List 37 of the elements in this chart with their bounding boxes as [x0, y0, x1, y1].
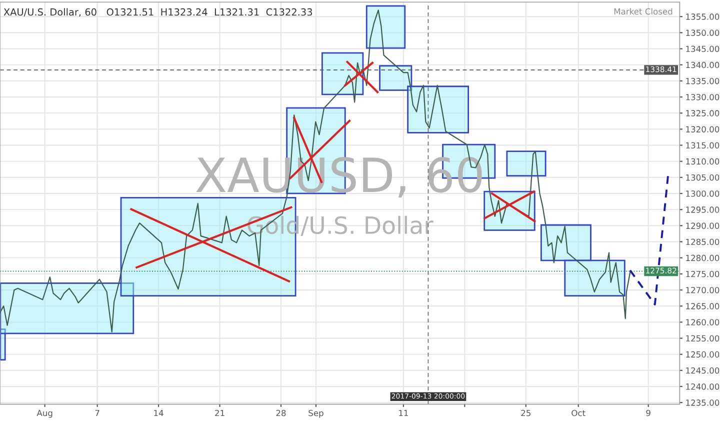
text: XAU/U.S. Dollar, 60 O1321.51 H1323.24 L1321.31 C1322.33 — [4, 8, 312, 17]
x-tick-label: 25 — [521, 410, 530, 416]
x-tick-label: Oct — [572, 410, 586, 416]
y-tick-label: 1325.00 — [686, 110, 720, 116]
x-tick-label: 14 — [154, 410, 164, 416]
x-tick-label: 28 — [276, 410, 286, 416]
x-tick-label: 21 — [215, 410, 224, 416]
y-tick-label: 1285.00 — [686, 238, 720, 246]
y-tick-label: 1315.00 — [686, 142, 720, 149]
y-tick-label: 1300.00 — [686, 190, 720, 197]
x-tick-label: Aug — [36, 410, 52, 418]
y-tick-label: 1275.00 — [686, 270, 720, 278]
y-tick-label: 1320.00 — [686, 126, 720, 132]
y-tick-label: 1265.00 — [686, 303, 720, 310]
y-tick-label: 1290.00 — [686, 222, 720, 229]
y-tick-label: 1310.00 — [686, 158, 720, 165]
y-tick-label: 1350.00 — [686, 30, 720, 36]
y-tick-label: 1245.00 — [686, 367, 720, 374]
y-tick-label: 1295.00 — [686, 206, 720, 213]
x-tick-label: 7 — [95, 410, 100, 416]
y-tick-label: 1260.00 — [686, 319, 720, 326]
x-tick-label: 9 — [646, 410, 650, 416]
y-tick-label: 1255.00 — [686, 335, 720, 342]
y-tick-label: 1270.00 — [686, 286, 720, 294]
y-tick-label: 1250.00 — [686, 351, 720, 358]
y-tick-label: 1240.00 — [686, 383, 720, 390]
x-tick-label: Sep — [308, 410, 324, 418]
y-tick-label: 1305.00 — [686, 174, 720, 181]
annotation: Market Closed — [614, 8, 672, 15]
y-tick-label: 1340.00 — [686, 62, 720, 68]
y-tick-label: 1355.00 — [686, 14, 720, 20]
y-tick-label: 1335.00 — [686, 78, 720, 84]
y-tick-label: 1235.00 — [686, 400, 720, 406]
y-tick-label: 1280.00 — [686, 254, 720, 262]
y-tick-label: 1345.00 — [686, 46, 720, 52]
x-tick-label: 11 — [399, 410, 408, 416]
y-tick-label: 1330.00 — [686, 94, 720, 100]
